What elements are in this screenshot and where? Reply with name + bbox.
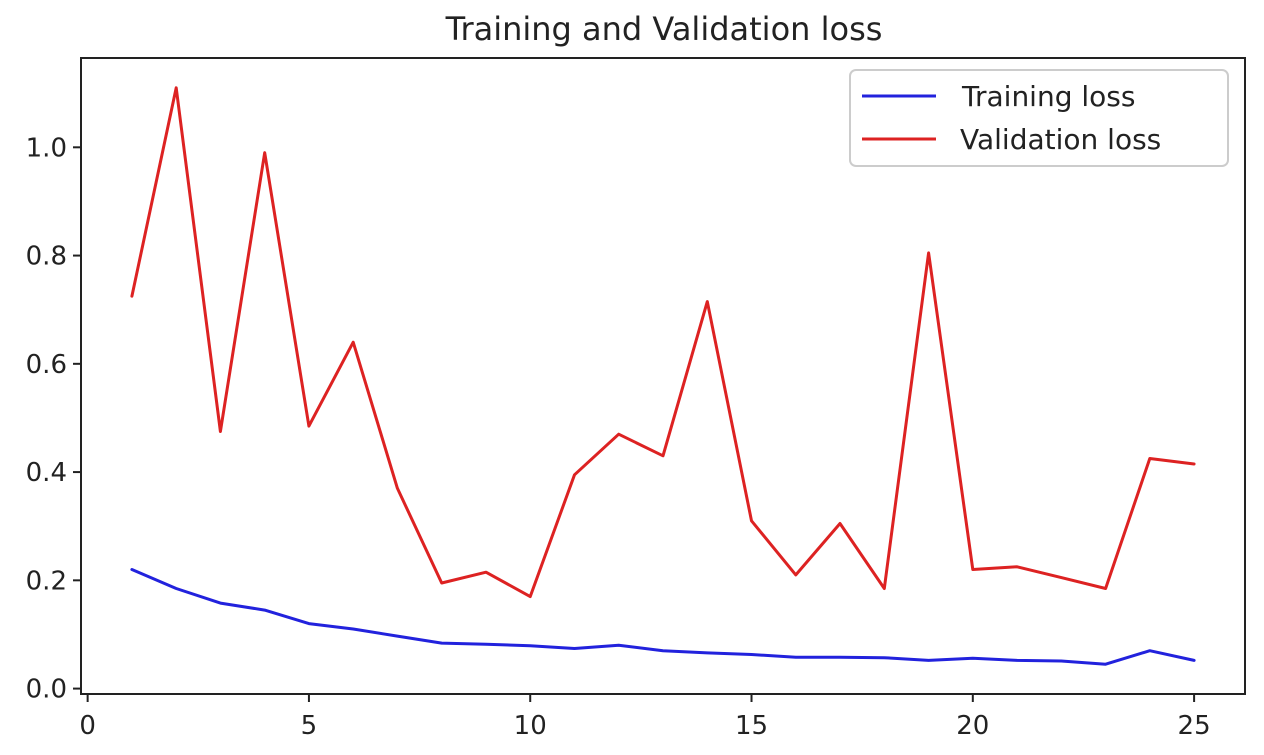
training-loss-line	[130, 568, 1196, 666]
x-axis: 0 5 10 15 20 25	[79, 694, 1211, 741]
y-tick-label: 0.4	[26, 458, 67, 488]
y-tick-label: 1.0	[26, 133, 67, 163]
legend-label-training: Training loss	[961, 80, 1135, 113]
series-layer	[130, 86, 1196, 666]
legend-label-validation: Validation loss	[960, 123, 1161, 156]
legend-box	[849, 69, 1229, 167]
x-tick-label: 20	[956, 711, 989, 741]
validation-loss-line	[130, 86, 1196, 599]
x-tick-label: 25	[1178, 711, 1211, 741]
x-tick-label: 5	[301, 711, 318, 741]
y-tick-label: 0.0	[26, 675, 67, 705]
y-axis: 0.0 0.2 0.4 0.6 0.8 1.0	[26, 133, 81, 705]
x-tick-label: 0	[79, 711, 96, 741]
y-tick-label: 0.6	[26, 350, 67, 380]
legend: Training loss Validation loss	[849, 69, 1229, 167]
y-tick-label: 0.2	[26, 566, 67, 596]
y-tick-label: 0.8	[26, 242, 67, 272]
x-tick-label: 10	[514, 711, 547, 741]
chart-title: Training and Validation loss	[445, 10, 883, 48]
x-tick-label: 15	[735, 711, 768, 741]
